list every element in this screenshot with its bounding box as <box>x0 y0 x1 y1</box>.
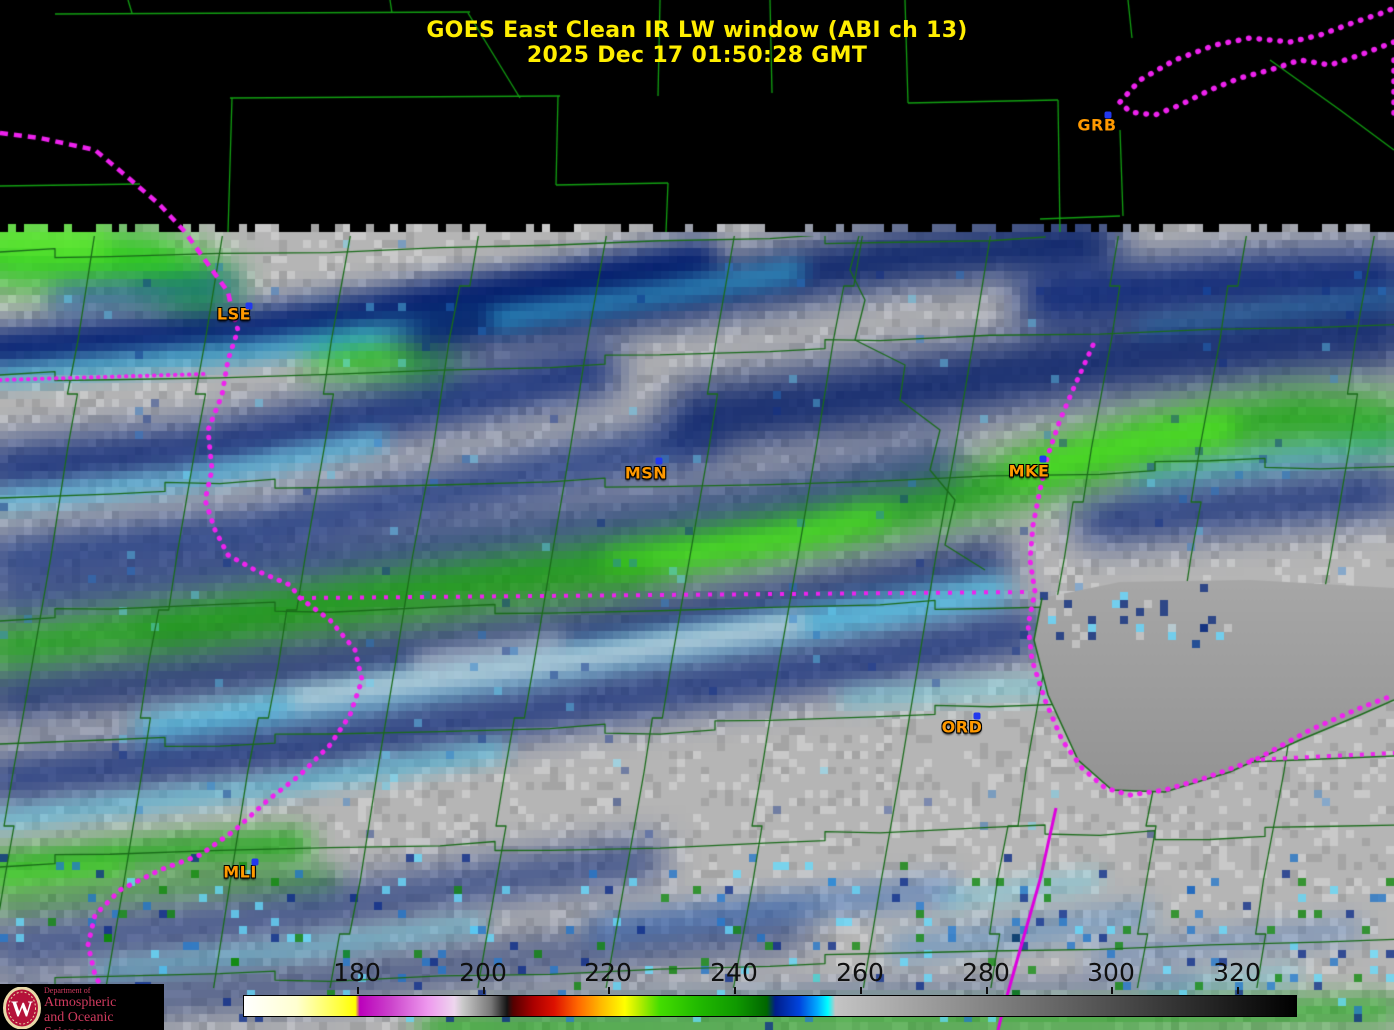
station-label-ORD: ORD <box>941 717 983 737</box>
colorbar-label-300: 300 <box>1087 958 1135 987</box>
colorbar-tick-180 <box>357 987 359 994</box>
station-label-MKE: MKE <box>1008 461 1050 481</box>
colorbar-tick-260 <box>860 987 862 994</box>
colorbar-label-240: 240 <box>710 958 758 987</box>
colorbar-tick-200 <box>483 987 485 994</box>
station-dot-LSE <box>245 302 253 310</box>
colorbar-tick-240 <box>734 987 736 994</box>
logo-dept-line: Department of <box>44 986 91 995</box>
colorbar-label-280: 280 <box>962 958 1010 987</box>
image-title: GOES East Clean IR LW window (ABI ch 13)… <box>0 18 1394 68</box>
colorbar-label-260: 260 <box>836 958 884 987</box>
logo-text: Department of Atmospheric and Oceanic Sc… <box>44 986 164 1030</box>
station-dot-GRB <box>1104 111 1112 119</box>
colorbar-label-220: 220 <box>584 958 632 987</box>
colorbar-tick-280 <box>986 987 988 994</box>
colorbar-tick-320 <box>1237 987 1239 994</box>
temperature-colorbar <box>243 995 1297 1017</box>
station-label-GRB: GRB <box>1077 115 1117 135</box>
logo-name-line2: and Oceanic Sciences <box>44 1010 114 1030</box>
station-dot-ORD <box>973 712 981 720</box>
colorbar-label-200: 200 <box>459 958 507 987</box>
station-label-MSN: MSN <box>624 463 668 483</box>
image-title-line1: GOES East Clean IR LW window (ABI ch 13) <box>426 18 968 43</box>
uw-aos-logo: W Department of Atmospheric and Oceanic … <box>0 984 164 1030</box>
station-label-LSE: LSE <box>216 304 252 324</box>
colorbar-label-320: 320 <box>1213 958 1261 987</box>
station-dot-MKE <box>1039 455 1047 463</box>
station-dot-MSN <box>655 457 663 465</box>
crest-letter: W <box>11 996 33 1021</box>
station-label-MLI: MLI <box>223 862 257 882</box>
image-title-line2: 2025 Dec 17 01:50:28 GMT <box>526 43 868 68</box>
station-dot-MLI <box>251 858 259 866</box>
uw-crest-icon: W <box>3 987 41 1029</box>
logo-name-line1: Atmospheric <box>44 995 117 1010</box>
colorbar-tick-220 <box>608 987 610 994</box>
colorbar-label-180: 180 <box>333 958 381 987</box>
colorbar-tick-300 <box>1111 987 1113 994</box>
